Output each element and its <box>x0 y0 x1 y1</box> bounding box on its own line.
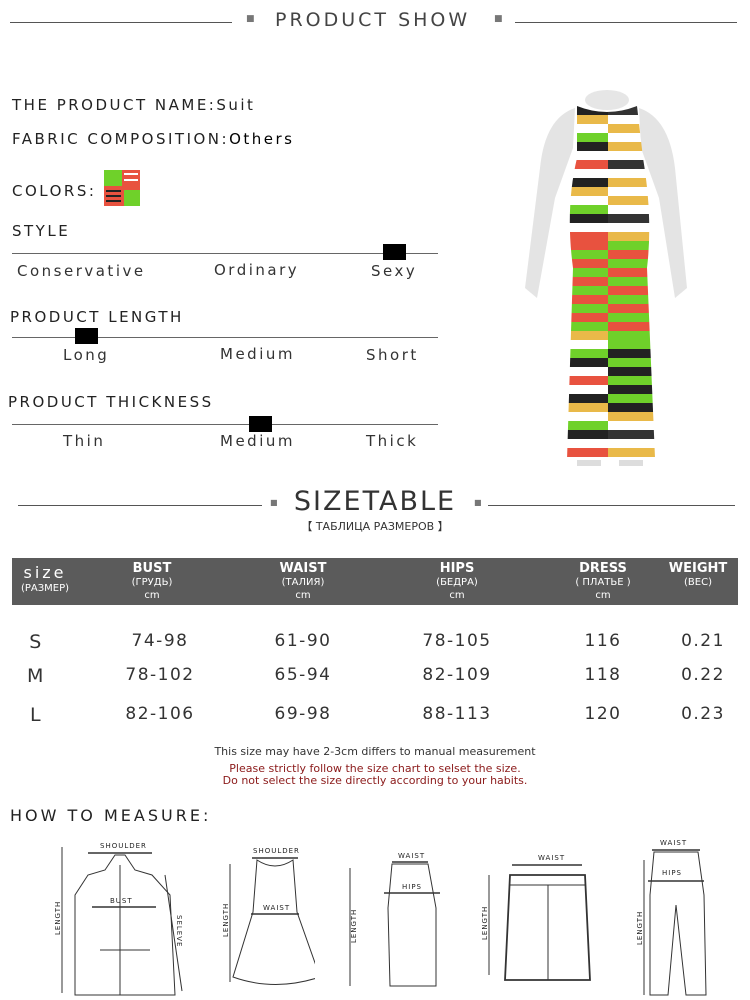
table-cell: 65-94 <box>274 665 332 685</box>
scale-option: Short <box>366 346 419 364</box>
dot-icon: ■ <box>246 14 255 24</box>
svg-text:HIPS: HIPS <box>662 869 682 877</box>
scale-option: Thick <box>366 432 419 450</box>
table-cell: 78-105 <box>422 631 492 651</box>
header-dress: DRESS( ПЛАТЬЕ ) cm <box>575 561 631 601</box>
table-cell: 69-98 <box>274 704 332 724</box>
table-cell: 120 <box>584 704 622 724</box>
svg-text:SELEVE: SELEVE <box>175 915 183 947</box>
table-cell: 0.21 <box>681 631 725 651</box>
fabric-composition: FABRIC COMPOSITION:Others <box>12 130 295 148</box>
length-scale-marker <box>75 328 98 344</box>
thickness-scale-marker <box>249 416 272 432</box>
svg-text:BUST: BUST <box>110 897 133 905</box>
dot-icon: ■ <box>474 498 482 507</box>
sizetable-title: SIZETABLE <box>293 486 457 517</box>
table-cell: 74-98 <box>131 631 189 651</box>
svg-text:LENGTH: LENGTH <box>54 901 62 935</box>
header-size: size (РАЗМЕР) <box>20 563 70 594</box>
colors-label: COLORS: <box>12 182 97 200</box>
note-measurement: This size may have 2-3cm differs to manu… <box>214 745 536 758</box>
how-to-measure-title: HOW TO MEASURE: <box>10 806 212 825</box>
table-header: size (РАЗМЕР) BUST (ГРУДЬ) cm WAIST (ТАЛИЯ) c… <box>12 558 738 605</box>
table-cell: 116 <box>584 631 622 651</box>
table-cell: 88-113 <box>422 704 492 724</box>
svg-text:LENGTH: LENGTH <box>636 911 644 945</box>
scale-option: Ordinary <box>214 261 300 279</box>
svg-text:LENGTH: LENGTH <box>350 909 358 943</box>
style-scale-marker <box>383 244 406 260</box>
note-warning: Do not select the size directly accordin… <box>222 774 528 787</box>
scale-option: Conservative <box>17 262 146 280</box>
svg-text:LENGTH: LENGTH <box>222 903 230 937</box>
length-scale-line <box>12 337 438 338</box>
svg-text:HIPS: HIPS <box>402 883 422 891</box>
skirt-sketch: WAIST LENGTH HIPS <box>349 852 440 987</box>
section-title: PRODUCT SHOW <box>275 9 471 31</box>
divider <box>488 505 735 506</box>
divider <box>18 505 262 506</box>
thickness-scale-line <box>12 424 438 425</box>
sizetable-subtitle: 【 ТАБЛИЦА РАЗМЕРОВ 】 <box>301 520 449 533</box>
shoulder-label: SHOULDER <box>100 842 147 850</box>
size-cell: S <box>29 631 43 653</box>
scale-title-thickness: PRODUCT THICKNESS <box>8 393 214 411</box>
table-cell: 0.22 <box>681 665 725 685</box>
scale-title-style: STYLE <box>12 222 71 240</box>
header-weight: WEIGHT (ВЕС) <box>668 561 728 588</box>
product-photo <box>525 90 687 466</box>
scale-option: Sexy <box>371 262 418 280</box>
table-cell: 82-109 <box>422 665 492 685</box>
header-waist: WAIST (ТАЛИЯ) cm <box>279 561 327 601</box>
svg-text:WAIST: WAIST <box>538 854 565 862</box>
divider <box>10 22 232 23</box>
dot-icon: ■ <box>494 14 503 24</box>
dot-icon: ■ <box>270 498 278 507</box>
scale-option: Medium <box>220 432 295 450</box>
shorts-sketch: WAIST LENGTH <box>481 854 591 981</box>
size-cell: M <box>27 665 45 687</box>
svg-text:WAIST: WAIST <box>398 852 425 860</box>
table-cell: 118 <box>584 665 622 685</box>
color-swatch <box>104 170 140 206</box>
table-cell: 78-102 <box>125 665 195 685</box>
table-cell: 0.23 <box>681 704 725 724</box>
scale-option: Thin <box>63 432 106 450</box>
scale-option: Medium <box>220 345 295 363</box>
size-cell: L <box>29 704 43 726</box>
scale-title-length: PRODUCT LENGTH <box>10 308 184 326</box>
svg-text:LENGTH: LENGTH <box>481 906 489 940</box>
jacket-sketch: SHOULDER LENGTH BUST SELEVE <box>54 842 183 996</box>
svg-text:SHOULDER: SHOULDER <box>253 847 300 855</box>
pants-sketch: WAIST LENGTH HIPS <box>636 839 707 996</box>
note-warning: Please strictly follow the size chart to… <box>229 762 521 775</box>
dress-sketch: SHOULDER LENGTH WAIST <box>222 847 315 985</box>
header-bust: BUST (ГРУДЬ) cm <box>131 561 173 601</box>
table-cell: 82-106 <box>125 704 195 724</box>
svg-text:WAIST: WAIST <box>660 839 687 847</box>
product-name: THE PRODUCT NAME:Suit <box>12 96 256 114</box>
header-hips: HIPS (БЕДРА) cm <box>436 561 478 601</box>
scale-option: Long <box>63 346 110 364</box>
svg-text:WAIST: WAIST <box>263 904 290 912</box>
style-scale-line <box>12 253 438 254</box>
divider <box>515 22 737 23</box>
table-cell: 61-90 <box>274 631 332 651</box>
